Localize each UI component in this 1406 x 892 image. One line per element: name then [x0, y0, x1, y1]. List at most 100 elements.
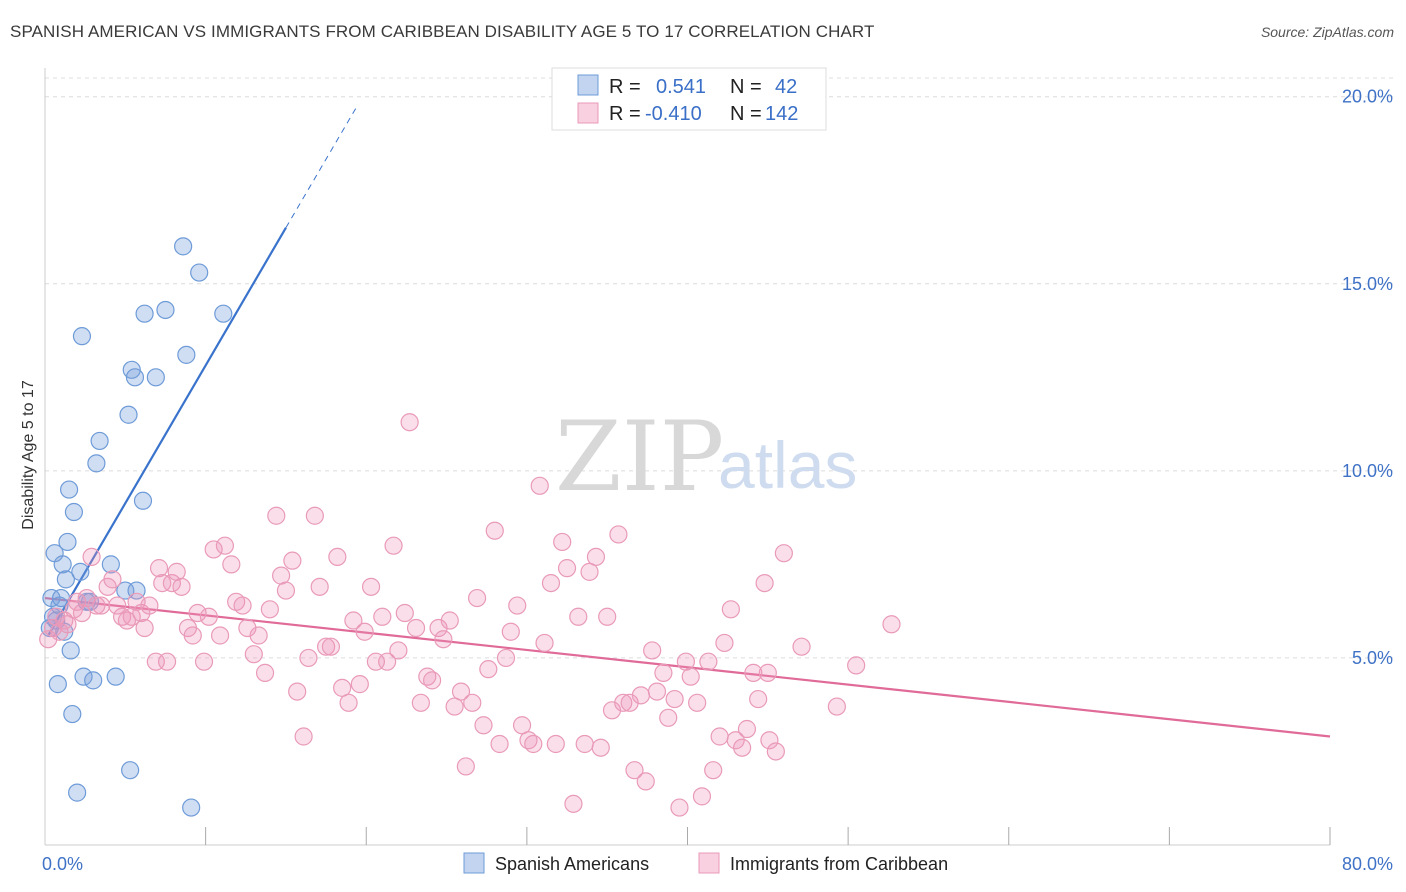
caribbean-point-5 [58, 615, 77, 634]
caribbean-point-53 [305, 506, 324, 525]
caribbean-point-123 [699, 652, 718, 671]
spanish-american-point-26 [119, 405, 138, 424]
caribbean-point-88 [501, 622, 520, 641]
series-legend-immigrants-caribbean: Immigrants from Caribbean [730, 854, 948, 874]
y-tick-label-20: 20.0% [1342, 87, 1393, 107]
series-legend-spanish-americans: Spanish Americans [495, 854, 649, 874]
watermark-atlas: atlas [718, 428, 857, 502]
caribbean-point-93 [530, 476, 549, 495]
watermark-zip: ZIP [555, 401, 724, 513]
caribbean-point-24 [149, 559, 169, 578]
caribbean-point-98 [557, 559, 577, 578]
legend-swatch-blue [577, 74, 599, 96]
caribbean-point-57 [328, 547, 347, 567]
caribbean-point-9 [77, 588, 96, 608]
caribbean-point-80 [456, 757, 475, 776]
caribbean-point-110 [625, 761, 644, 780]
caribbean-point-87 [496, 648, 516, 668]
caribbean-point-131 [744, 663, 763, 682]
caribbean-point-114 [647, 682, 667, 701]
spanish-american-point-4 [48, 675, 67, 694]
spanish-american-point-11 [61, 641, 80, 660]
caribbean-point-79 [451, 682, 471, 701]
caribbean-point-117 [665, 689, 684, 709]
caribbean-point-62 [355, 622, 374, 641]
caribbean-point-126 [715, 633, 734, 653]
caribbean-point-50 [288, 682, 307, 701]
caribbean-point-140 [882, 615, 901, 634]
caribbean-point-63 [361, 577, 381, 596]
caribbean-point-120 [681, 667, 700, 686]
caribbean-point-78 [445, 697, 464, 716]
caribbean-point-14 [103, 570, 122, 589]
spanish-american-point-10 [59, 480, 79, 499]
legend-r-value-1: 0.541 [656, 76, 706, 98]
caribbean-point-54 [310, 577, 329, 596]
caribbean-point-101 [575, 734, 594, 754]
trend-line-caribbean [44, 596, 1331, 738]
caribbean-point-89 [508, 596, 527, 615]
caribbean-point-141 [758, 663, 777, 682]
legend-n-value-2: 142 [765, 103, 798, 125]
caribbean-point-122 [692, 787, 712, 806]
y-tick-label-5: 5.0% [1352, 648, 1393, 668]
caribbean-point-111 [631, 686, 651, 705]
caribbean-point-35 [204, 540, 223, 559]
caribbean-point-55 [316, 637, 336, 656]
caribbean-point-132 [749, 689, 768, 709]
spanish-american-point-39 [214, 304, 233, 323]
caribbean-point-65 [373, 607, 392, 626]
caribbean-point-12 [92, 596, 111, 615]
caribbean-point-136 [774, 544, 793, 563]
caribbean-point-125 [710, 727, 729, 746]
caribbean-point-70 [400, 413, 419, 432]
caribbean-point-104 [591, 738, 610, 757]
caribbean-point-60 [344, 611, 363, 630]
caribbean-point-86 [490, 734, 509, 754]
x-axis-tick-labels: 0.0% 80.0% [42, 854, 1393, 874]
caribbean-point-103 [586, 547, 606, 567]
caribbean-point-68 [389, 641, 408, 660]
caribbean-point-135 [766, 742, 785, 761]
spanish-american-point-36 [177, 345, 196, 364]
spanish-american-point-38 [190, 263, 209, 282]
legend-n-value-1: 42 [775, 76, 797, 98]
caribbean-point-10 [82, 547, 101, 567]
spanish-american-point-32 [135, 304, 154, 323]
spanish-american-point-31 [133, 491, 153, 510]
caribbean-point-115 [654, 663, 673, 682]
caribbean-point-33 [194, 652, 214, 671]
caribbean-point-95 [541, 573, 561, 593]
caribbean-point-31 [183, 626, 202, 645]
caribbean-point-127 [721, 600, 740, 619]
spanish-american-point-12 [63, 704, 82, 724]
caribbean-point-15 [108, 596, 127, 615]
legend-n-label-1: N = [730, 76, 762, 98]
caribbean-point-51 [294, 727, 313, 746]
caribbean-point-124 [704, 761, 723, 780]
chart-title: SPANISH AMERICAN VS IMMIGRANTS FROM CARI… [10, 22, 875, 41]
caribbean-point-32 [188, 603, 207, 623]
caribbean-point-40 [233, 596, 252, 615]
y-tick-label-15: 15.0% [1342, 274, 1393, 294]
caribbean-point-102 [580, 562, 599, 581]
caribbean-point-139 [847, 656, 866, 675]
caribbean-point-74 [423, 671, 442, 690]
caribbean-point-52 [299, 648, 318, 668]
spanish-american-point-23 [101, 555, 120, 574]
caribbean-point-118 [670, 798, 689, 817]
spanish-american-point-13 [64, 502, 84, 522]
caribbean-point-137 [792, 637, 811, 656]
caribbean-point-81 [463, 693, 482, 712]
caribbean-point-43 [249, 626, 268, 645]
caribbean-point-121 [688, 693, 707, 712]
caribbean-point-96 [546, 734, 565, 754]
caribbean-point-72 [411, 693, 430, 712]
y-axis-label: Disability Age 5 to 17 [20, 380, 37, 530]
data-points [39, 237, 901, 817]
spanish-american-point-24 [106, 667, 125, 686]
caribbean-point-85 [485, 521, 504, 540]
spanish-american-point-7 [53, 555, 72, 574]
legend-swatch-pink [577, 102, 599, 124]
caribbean-point-37 [215, 536, 234, 555]
